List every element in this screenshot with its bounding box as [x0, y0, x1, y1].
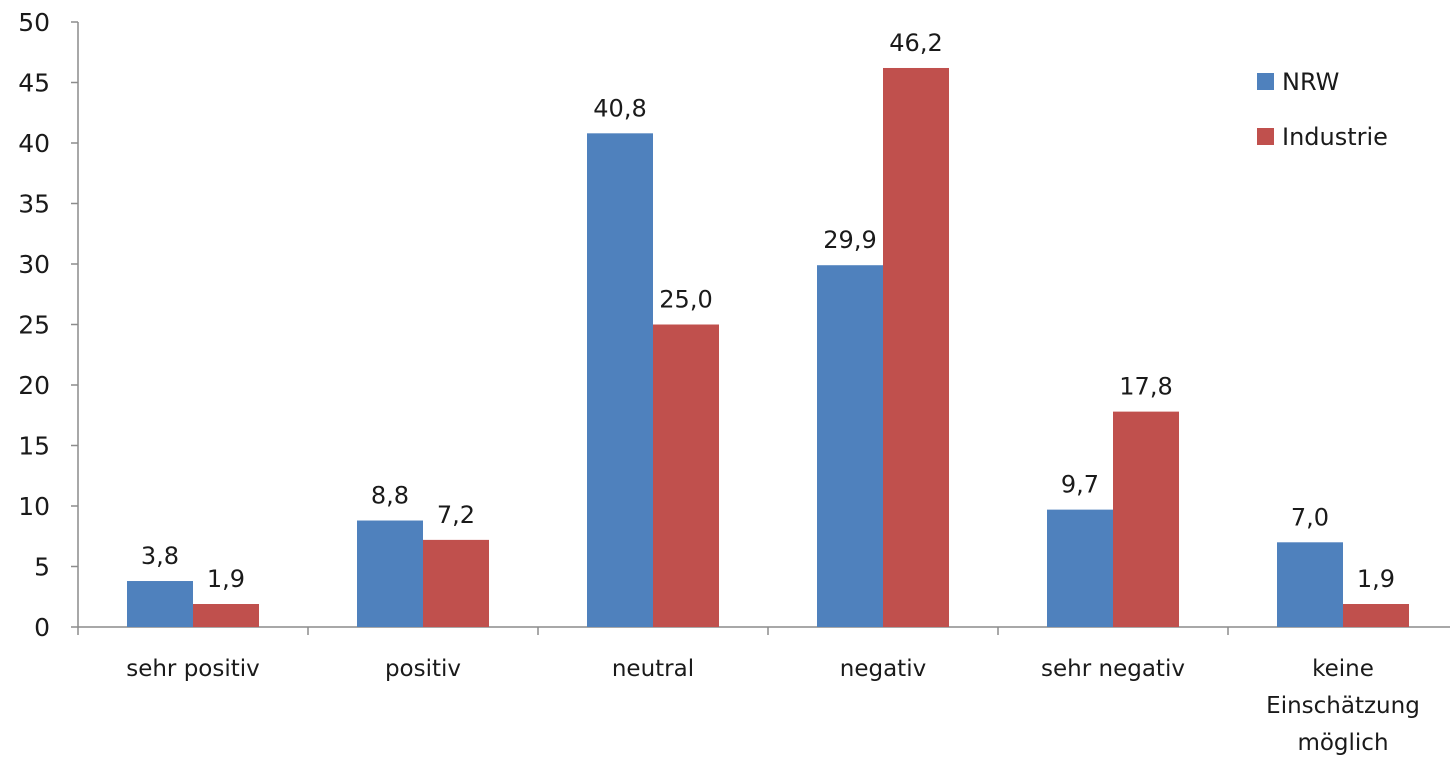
x-tick-label: sehr positiv — [126, 656, 260, 682]
data-labels: 3,8 8,8 40,8 29,9 9,7 7,0 1,9 7,2 25,0 46,2 17,8 1,… — [141, 29, 1395, 593]
data-label: 1,9 — [1357, 565, 1395, 593]
data-label: 25,0 — [659, 286, 712, 314]
data-label: 17,8 — [1119, 373, 1172, 401]
bar-nrw — [357, 520, 423, 627]
data-label: 1,9 — [207, 565, 245, 593]
y-axis: 0 5 10 15 20 25 30 35 40 45 50 — [18, 8, 79, 642]
y-tick-label: 30 — [18, 250, 50, 279]
x-tick-label-line: positiv — [385, 656, 461, 682]
data-label: 8,8 — [371, 482, 409, 510]
bar-industrie — [193, 604, 259, 627]
data-label: 46,2 — [889, 29, 942, 57]
data-label: 3,8 — [141, 542, 179, 570]
bar-nrw — [587, 133, 653, 627]
y-tick-label: 50 — [18, 8, 50, 37]
bar-industrie — [1343, 604, 1409, 627]
legend-swatch — [1257, 73, 1274, 90]
y-tick-label: 20 — [18, 371, 50, 400]
bar-nrw — [1047, 509, 1113, 627]
x-tick-label: sehr negativ — [1041, 656, 1185, 682]
legend-label: Industrie — [1282, 123, 1388, 151]
bar-industrie — [653, 324, 719, 627]
legend-swatch — [1257, 128, 1274, 145]
x-tick-label: keine Einschätzung möglich — [1266, 656, 1420, 756]
bar-nrw — [1277, 542, 1343, 627]
y-tick-label: 35 — [18, 190, 50, 219]
y-tick-label: 15 — [18, 432, 50, 461]
bar-nrw — [817, 265, 883, 627]
legend: NRW Industrie — [1257, 68, 1388, 151]
x-tick-label-line: sehr positiv — [126, 656, 260, 682]
y-tick-label: 10 — [18, 492, 50, 521]
bar-industrie — [883, 67, 949, 628]
bar-industrie — [1113, 411, 1179, 627]
data-label: 40,8 — [593, 94, 646, 122]
legend-label: NRW — [1282, 68, 1339, 96]
y-tick-label: 0 — [34, 613, 50, 642]
x-tick-label: neutral — [612, 656, 694, 682]
x-tick-label-line: möglich — [1297, 730, 1388, 756]
x-tick-label-line: negativ — [840, 656, 926, 682]
y-tick-label: 45 — [18, 69, 50, 98]
y-tick-label: 5 — [34, 553, 50, 582]
x-axis: sehr positiv positiv neutral negativ sehr ne… — [77, 626, 1450, 756]
data-label: 7,2 — [437, 501, 475, 529]
x-tick-label: negativ — [840, 656, 926, 682]
y-tick-label: 40 — [18, 129, 50, 158]
data-label: 7,0 — [1291, 503, 1329, 531]
bars — [127, 67, 1409, 628]
x-tick-label-line: sehr negativ — [1041, 656, 1185, 682]
data-label: 9,7 — [1061, 471, 1099, 499]
bar-nrw — [127, 581, 193, 627]
x-tick-label-line: neutral — [612, 656, 694, 682]
bar-industrie — [423, 539, 489, 627]
y-tick-label: 25 — [18, 311, 50, 340]
x-tick-label-line: keine — [1312, 656, 1374, 682]
data-label: 29,9 — [823, 226, 876, 254]
x-tick-label: positiv — [385, 656, 461, 682]
x-tick-label-line: Einschätzung — [1266, 693, 1420, 719]
